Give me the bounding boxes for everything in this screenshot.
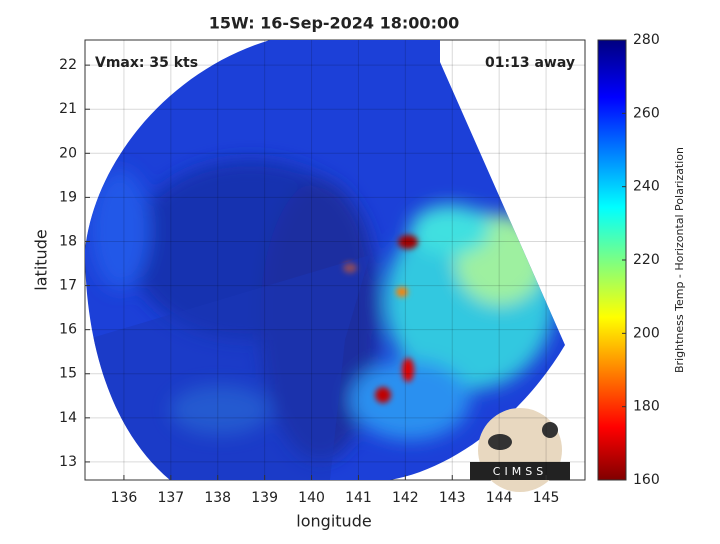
swath-image bbox=[85, 40, 565, 480]
x-tick-label: 141 bbox=[345, 490, 372, 506]
x-tick-label: 142 bbox=[392, 490, 419, 506]
colorbar-label: Brightness Temp - Horizontal Polarizatio… bbox=[673, 147, 686, 373]
x-tick-label: 143 bbox=[439, 490, 466, 506]
colorbar bbox=[597, 39, 627, 481]
y-tick-label: 18 bbox=[59, 233, 77, 249]
y-tick-label: 22 bbox=[59, 57, 77, 73]
y-tick-label: 14 bbox=[59, 410, 77, 426]
y-tick-label: 17 bbox=[59, 278, 77, 294]
annotation: 01:13 away bbox=[485, 55, 575, 71]
y-tick-label: 21 bbox=[59, 101, 77, 117]
y-tick-label: 19 bbox=[59, 189, 77, 205]
colorbar-tick-label: 280 bbox=[633, 32, 660, 48]
colorbar-tick-label: 240 bbox=[633, 179, 660, 195]
logo-text: CIMSS bbox=[493, 465, 547, 478]
chart-title: 15W: 16-Sep-2024 18:00:00 bbox=[209, 14, 459, 33]
colorbar-tick-label: 260 bbox=[633, 105, 660, 121]
x-tick-label: 145 bbox=[533, 490, 560, 506]
x-axis-label: longitude bbox=[296, 512, 371, 531]
x-tick-label: 137 bbox=[157, 490, 184, 506]
x-tick-label: 144 bbox=[486, 490, 513, 506]
colorbar-tick-label: 180 bbox=[633, 399, 660, 415]
x-tick-label: 138 bbox=[204, 490, 231, 506]
colorbar-tick-label: 220 bbox=[633, 252, 660, 268]
x-tick-label: 139 bbox=[251, 490, 278, 506]
x-tick-label: 140 bbox=[298, 490, 325, 506]
logo: CIMSS bbox=[470, 408, 570, 492]
annotation: Vmax: 35 kts bbox=[95, 55, 198, 71]
y-tick-label: 15 bbox=[59, 366, 77, 382]
y-tick-label: 20 bbox=[59, 145, 77, 161]
y-tick-label: 16 bbox=[59, 322, 77, 338]
colorbar-tick-label: 200 bbox=[633, 325, 660, 341]
y-axis-label: latitude bbox=[32, 229, 51, 290]
y-tick-label: 13 bbox=[59, 454, 77, 470]
x-tick-label: 136 bbox=[111, 490, 138, 506]
colorbar-tick-label: 160 bbox=[633, 472, 660, 488]
